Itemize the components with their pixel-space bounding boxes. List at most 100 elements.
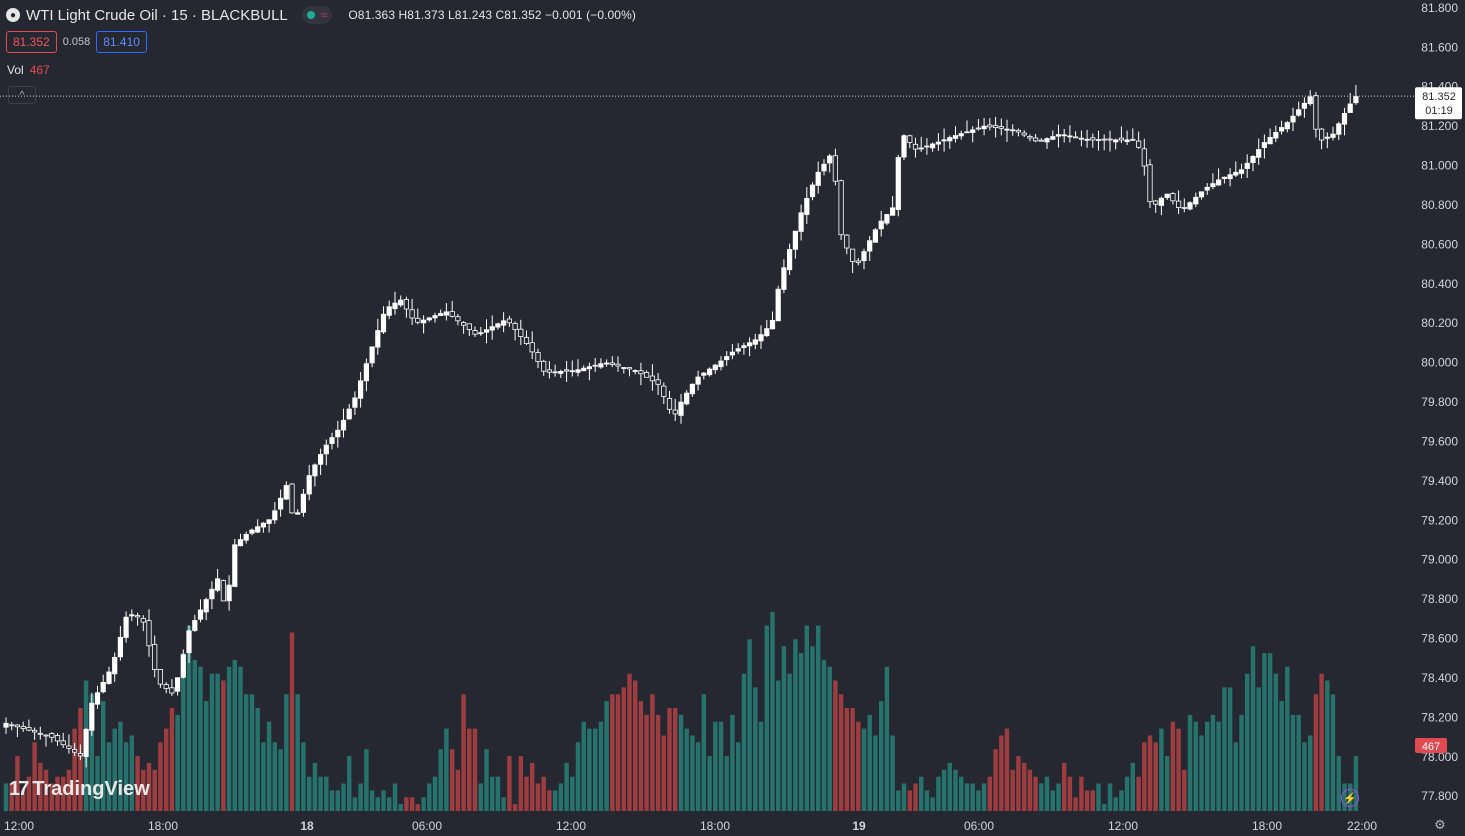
volume-bar: [678, 714, 684, 811]
logo-text: TradingView: [32, 778, 150, 800]
volume-bar: [1004, 728, 1010, 811]
volume-bar: [581, 721, 586, 811]
candle-body: [935, 141, 942, 145]
candle-body: [1073, 136, 1079, 139]
volume-bar: [524, 776, 529, 811]
candle-body: [666, 397, 673, 410]
volume-bar: [72, 728, 77, 811]
time-axis[interactable]: 12:00 18:00 18 06:00 12:00 18:00 19 06:00 12:00 1…: [4, 819, 1377, 833]
volume-bar: [209, 673, 215, 811]
candle-body: [32, 729, 38, 733]
volume-bar: [804, 625, 809, 811]
volume-bar: [1113, 797, 1118, 811]
volume-bar: [730, 714, 735, 811]
price-tick-label: 81.600: [1421, 40, 1458, 54]
candle-body: [455, 316, 461, 322]
volume-bar: [478, 783, 483, 811]
candle-body: [1164, 193, 1170, 198]
candle-body: [443, 311, 450, 316]
tradingview-logo[interactable]: 17 TradingView: [9, 778, 150, 801]
volume-bar: [1124, 776, 1130, 811]
candle-body: [872, 229, 879, 243]
volume-legend[interactable]: Vol 467: [7, 63, 50, 77]
candle-body: [998, 126, 1004, 129]
candle-body: [707, 368, 713, 376]
volume-bar: [604, 701, 609, 811]
volume-bar: [249, 694, 255, 811]
price-axis[interactable]: 81.80081.60081.40081.20081.00080.80080.6…: [1421, 1, 1458, 803]
candle-body: [952, 135, 959, 139]
sell-button[interactable]: 81.352: [6, 31, 57, 53]
candle-body: [1244, 162, 1250, 169]
candle-body: [146, 620, 152, 647]
chevron-up-icon: ^: [19, 89, 25, 101]
volume-bar: [169, 708, 175, 811]
candle-body: [306, 475, 312, 495]
volume-bar: [959, 776, 964, 811]
candle-body: [1181, 206, 1187, 209]
candle-body: [220, 580, 226, 602]
candle-body: [449, 311, 455, 317]
volume-bar: [1319, 673, 1324, 811]
symbol-title[interactable]: WTI Light Crude Oil · 15 · BLACKBULL: [26, 6, 288, 24]
candle-body: [1130, 138, 1136, 141]
volume-bar: [1142, 742, 1147, 811]
volume-bar: [976, 790, 981, 811]
volume-bar: [1353, 756, 1359, 811]
time-tick-label: 22:00: [1347, 819, 1377, 833]
market-status[interactable]: ≈: [301, 6, 333, 24]
volume-bar: [953, 769, 958, 811]
current-price-value: 81.352: [1422, 91, 1456, 103]
volume-bar: [1153, 742, 1158, 811]
volume-bar: [987, 776, 992, 811]
volume-bar: [1325, 680, 1330, 811]
candle-body: [1107, 138, 1113, 141]
volume-bar: [164, 728, 169, 811]
candle-body: [20, 726, 26, 729]
volume-bar: [999, 735, 1004, 811]
volume-bar: [129, 735, 134, 811]
oil-drop-icon[interactable]: ●: [6, 8, 20, 22]
candle-body: [1147, 164, 1153, 203]
candle-body: [809, 184, 816, 198]
volume-bar: [781, 646, 787, 811]
candle-body: [415, 317, 421, 323]
volume-bar: [615, 694, 621, 811]
buy-button[interactable]: 81.410: [96, 31, 147, 53]
volume-bar: [1027, 769, 1033, 811]
volume-bar: [724, 756, 729, 811]
volume-bar: [747, 639, 752, 811]
time-tick-label: 18:00: [148, 819, 178, 833]
candle-body: [729, 351, 736, 356]
flash-icon[interactable]: ⚡: [1341, 789, 1359, 807]
candle-body: [1124, 139, 1130, 142]
volume-bar: [770, 611, 775, 811]
candle-body: [661, 385, 667, 398]
candle-body: [438, 312, 444, 316]
volume-bar: [1262, 653, 1267, 811]
time-tick-label: 12:00: [4, 819, 34, 833]
candle-body: [615, 363, 621, 367]
volume-bar: [518, 756, 523, 811]
candle-body: [878, 220, 884, 230]
candle-body: [804, 197, 810, 215]
candle-body: [112, 657, 118, 675]
candle-body: [907, 135, 913, 143]
candle-body: [26, 727, 32, 731]
candle-body: [66, 745, 72, 749]
volume-bar: [964, 783, 970, 811]
collapse-legend-button[interactable]: ^: [8, 86, 36, 104]
price-tick-label: 81.000: [1421, 159, 1458, 173]
candle-body: [741, 345, 747, 349]
candle-body: [1061, 134, 1067, 137]
tradingview-mark-icon: 17: [9, 778, 29, 800]
volume-bar: [1290, 714, 1296, 811]
candle-body: [300, 493, 307, 513]
volume-bar: [741, 673, 747, 811]
volume-bar: [1119, 790, 1124, 811]
candle-body: [163, 684, 169, 689]
volume-bar: [1159, 728, 1164, 811]
candle-body: [672, 409, 678, 415]
gear-icon[interactable]: ⚙: [1434, 817, 1446, 832]
